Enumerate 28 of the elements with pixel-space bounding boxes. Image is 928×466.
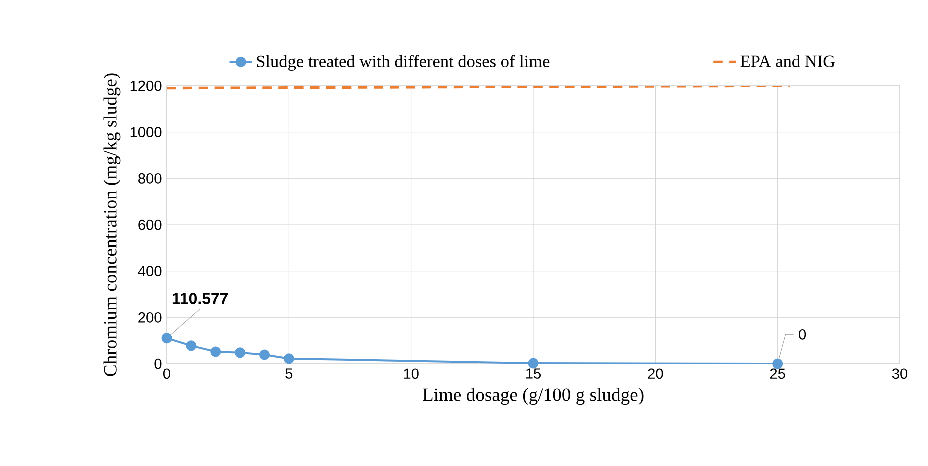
y-axis-title: Chromium concentration (mg/kg sludge) [104, 74, 121, 376]
y-tick-label: 600 [138, 220, 162, 230]
data-label: 110.577 [172, 293, 228, 304]
x-tick-label: 0 [164, 368, 170, 380]
point [210, 346, 222, 358]
legend-label: Sludge treated with different doses of lime [257, 55, 550, 72]
y-tick-label: 200 [138, 312, 162, 323]
x-tick-label: 15 [526, 368, 542, 379]
data-label: 0 [799, 330, 806, 340]
point [235, 348, 246, 358]
point [162, 333, 172, 344]
y-tick-label: 1200 [130, 80, 162, 92]
x-axis-title: Lime dosage (g/100 g sludge) [423, 388, 644, 406]
x-tick-label: 25 [770, 368, 786, 380]
x-tick-label: 10 [404, 368, 419, 380]
y-tick-label: 0 [154, 358, 162, 370]
x-tick-label: 5 [286, 368, 293, 379]
point [772, 358, 784, 370]
point [284, 354, 294, 364]
y-tick-label: 400 [138, 266, 162, 277]
x-tick-label: 20 [648, 368, 664, 380]
point [259, 350, 270, 360]
point [528, 358, 539, 369]
legend-label: EPA and NIG [740, 55, 836, 68]
point [186, 340, 197, 352]
y-tick-label: 1000 [130, 127, 162, 138]
x-tick-label: 30 [892, 368, 908, 380]
y-tick-label: 800 [138, 174, 162, 184]
